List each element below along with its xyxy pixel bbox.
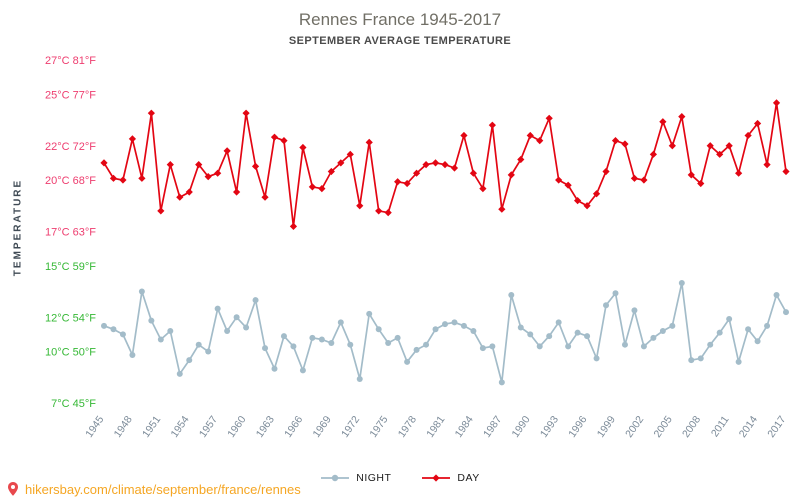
chart-subtitle: SEPTEMBER AVERAGE TEMPERATURE [288,35,512,47]
x-tick-label: 1954 [168,414,191,440]
x-tick-label: 1975 [367,414,390,440]
x-tick-label: 2017 [765,414,788,440]
footer-url[interactable]: hikersbay.com/climate/september/france/r… [25,481,301,497]
x-tick-label: 1951 [140,414,163,440]
x-tick-label: 2014 [737,414,760,440]
chart-legend: NIGHT DAY [0,472,800,484]
y-tick-label: 17°C 63°F [45,227,96,239]
legend-item-night: NIGHT [320,472,391,484]
chart-title: Rennes France 1945-2017 [298,10,502,29]
x-tick-label: 1981 [424,414,447,440]
legend-label-day: DAY [457,472,480,484]
night-marker-icon [321,474,350,482]
x-tick-label: 2008 [680,414,703,440]
x-tick-label: 1972 [339,414,362,440]
y-tick-label: 12°C 54°F [45,312,96,324]
x-tick-label: 1993 [538,414,561,440]
x-tick-label: 2011 [709,414,732,440]
x-axis-ticks: 1945 1948 1951 1954 1957 1960 1963 1966 1969 1972… [83,414,788,440]
x-tick-label: 2002 [623,414,646,440]
x-tick-label: 1978 [396,414,419,440]
y-tick-label: 27°C 81°F [45,55,96,67]
legend-item-day: DAY [421,472,479,484]
legend-label-night: NIGHT [356,472,392,484]
y-tick-label: 20°C 68°F [45,175,96,187]
y-tick-label: 22°C 72°F [45,141,96,153]
x-tick-label: 1963 [254,414,277,440]
x-tick-label: 1969 [311,414,334,440]
x-tick-label: 1999 [595,414,618,440]
x-tick-label: 1948 [112,414,135,440]
y-tick-label: 15°C 59°F [45,261,96,273]
x-tick-label: 1957 [197,414,220,440]
day-marker-icon [422,474,451,482]
footer: hikersbay.com/climate/september/france/r… [6,481,301,497]
x-tick-label: 1990 [509,414,532,440]
night-series [101,279,789,386]
y-tick-label: 7°C 45°F [51,398,96,410]
x-tick-label: 2005 [652,414,675,440]
x-tick-label: 1984 [453,414,476,440]
x-tick-label: 1945 [83,414,106,440]
x-tick-label: 1966 [282,414,305,440]
x-tick-label: 1960 [225,414,248,440]
y-tick-label: 10°C 50°F [45,347,96,359]
y-tick-label: 25°C 77°F [45,89,96,101]
x-tick-label: 1987 [481,414,504,440]
y-axis-ticks: 27°C 81°F 25°C 77°F 22°C 72°F 20°C 68°F 17°C… [45,55,96,410]
day-series [100,99,790,230]
location-pin-icon [8,482,18,496]
x-tick-label: 1996 [566,414,589,440]
